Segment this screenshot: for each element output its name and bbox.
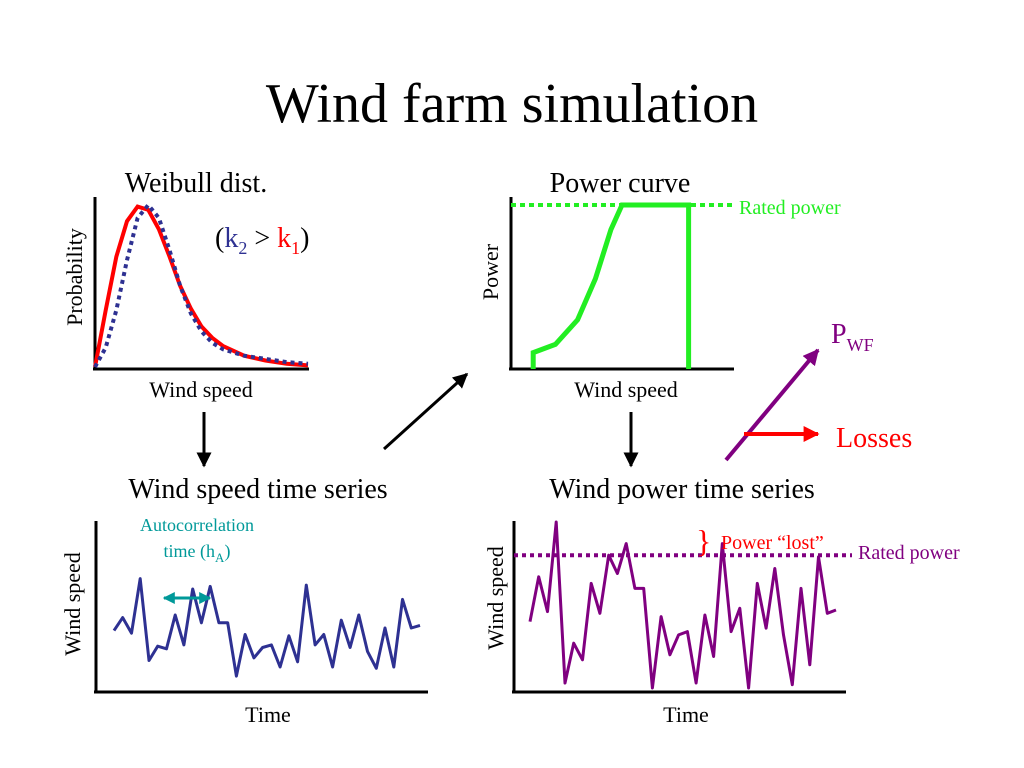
power-series-title: Wind power time series bbox=[549, 474, 815, 505]
weibull-ylabel: Probability bbox=[62, 228, 87, 326]
weibull-k-note: (k2 > k1) bbox=[215, 223, 309, 258]
vector-diagram: PWF Losses bbox=[724, 319, 912, 462]
note-open: ( bbox=[215, 223, 224, 254]
weibull-panel: Weibull dist. Probability Wind speed (k2… bbox=[62, 168, 309, 402]
power-curve-panel: Power curve Power Wind speed Rated power bbox=[478, 168, 841, 402]
power-series-rated-label: Rated power bbox=[858, 542, 960, 564]
wind-series-ylabel: Wind speed bbox=[60, 552, 85, 656]
power-curve-title: Power curve bbox=[550, 168, 691, 199]
note-k1-sub: 1 bbox=[291, 238, 300, 258]
autocorr-label-line1: Autocorrelation bbox=[140, 515, 254, 535]
wind-series-title: Wind speed time series bbox=[128, 474, 387, 505]
power-ylabel: Power bbox=[478, 243, 503, 300]
power-lost-label: Power “lost” bbox=[721, 532, 824, 554]
slide-title: Wind farm simulation bbox=[266, 73, 758, 135]
weibull-xlabel: Wind speed bbox=[149, 377, 253, 402]
note-k2: k bbox=[224, 223, 238, 254]
power-series-xlabel: Time bbox=[663, 702, 709, 727]
pwf-label: PWF bbox=[831, 319, 874, 355]
power-series-panel: Wind power time series Wind speed Time }… bbox=[483, 474, 960, 727]
power-curve-line bbox=[530, 202, 692, 369]
pwf-main: P bbox=[831, 319, 847, 350]
autocorr-label-line2: time (hA) bbox=[164, 541, 231, 565]
autocorr-sub: A bbox=[215, 550, 225, 565]
note-k1: k bbox=[277, 223, 291, 254]
note-gt: > bbox=[247, 223, 277, 254]
pwf-sub: WF bbox=[847, 335, 874, 355]
autocorr-post: ) bbox=[224, 541, 230, 562]
power-rated-label: Rated power bbox=[739, 197, 841, 219]
power-series-ylabel: Wind speed bbox=[483, 546, 508, 650]
power-xlabel: Wind speed bbox=[574, 377, 678, 402]
losses-label: Losses bbox=[836, 423, 912, 454]
wind-power-line bbox=[528, 520, 837, 690]
wind-series-xlabel: Time bbox=[245, 702, 291, 727]
weibull-title: Weibull dist. bbox=[125, 168, 267, 199]
wind-speed-line bbox=[112, 577, 421, 678]
diagonal-arrow bbox=[382, 372, 469, 451]
wind-series-panel: Wind speed time series Wind speed Time A… bbox=[60, 474, 428, 727]
weibull-k2-curve bbox=[93, 201, 309, 368]
lost-brace: } bbox=[696, 523, 711, 559]
pwf-arrow bbox=[724, 348, 820, 462]
note-close: ) bbox=[300, 223, 309, 254]
note-k2-sub: 2 bbox=[238, 238, 247, 258]
autocorr-pre: time (h bbox=[164, 541, 216, 562]
